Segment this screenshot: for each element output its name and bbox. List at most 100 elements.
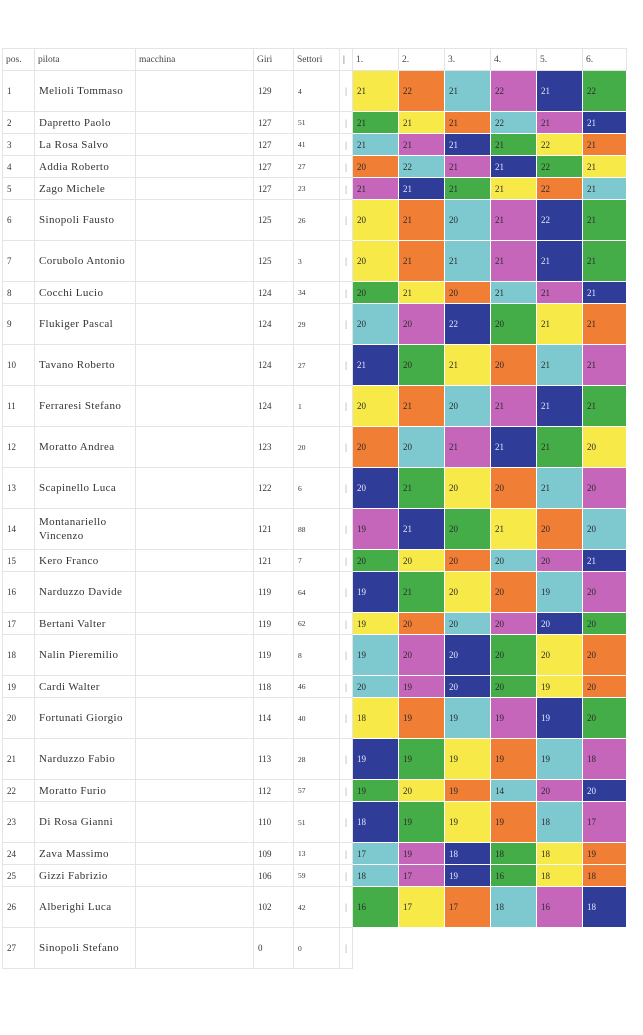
lap-value: 20 bbox=[449, 587, 458, 597]
lap-value: 20 bbox=[403, 650, 412, 660]
cell-pilota: Gizzi Fabrizio bbox=[34, 864, 136, 887]
lap-cell: 21 bbox=[490, 508, 537, 550]
lap-value: 21 bbox=[495, 256, 504, 266]
lap-cell: 18 bbox=[490, 886, 537, 928]
lap-value: 19 bbox=[449, 713, 458, 723]
cell-pos: 3 bbox=[2, 133, 35, 156]
lap-value: 21 bbox=[449, 139, 458, 150]
cell-settori: 29 bbox=[293, 303, 340, 345]
lap-value: 19 bbox=[449, 754, 458, 764]
lap-value: 22 bbox=[541, 215, 550, 225]
table-row: 24 Zava Massimo 109 13 | 17 19 18 18 18 19 bbox=[2, 842, 627, 865]
lap-cell: 20 bbox=[536, 508, 583, 550]
cell-separator: | bbox=[339, 177, 353, 200]
cell-macchina bbox=[135, 886, 254, 928]
lap-cell: 20 bbox=[582, 697, 627, 739]
lap-cell: 20 bbox=[582, 467, 627, 509]
cell-giri: 127 bbox=[253, 111, 294, 134]
table-row: 5 Zago Michele 127 23 | 21 21 21 21 22 21 bbox=[2, 177, 627, 200]
cell-pilota: Di Rosa Gianni bbox=[34, 801, 136, 843]
cell-settori: 41 bbox=[293, 133, 340, 156]
lap-cell: 22 bbox=[490, 111, 537, 134]
lap-cell: 20 bbox=[352, 155, 399, 178]
lap-value: 21 bbox=[449, 161, 458, 172]
lap-cell: 20 bbox=[536, 634, 583, 676]
lap-cell: 21 bbox=[536, 70, 583, 112]
lap-cell: 21 bbox=[444, 133, 491, 156]
cell-pos: 4 bbox=[2, 155, 35, 178]
lap-cell: 20 bbox=[582, 426, 627, 468]
lap-cell: 18 bbox=[444, 842, 491, 865]
lap-cell: 21 bbox=[398, 385, 445, 427]
cell-giri: 114 bbox=[253, 697, 294, 739]
lap-cell: 20 bbox=[352, 675, 399, 698]
cell-macchina bbox=[135, 426, 254, 468]
lap-value: 20 bbox=[495, 618, 504, 629]
lap-value: 21 bbox=[541, 287, 550, 298]
cell-macchina bbox=[135, 508, 254, 550]
cell-pos: 15 bbox=[2, 549, 35, 572]
cell-pos: 13 bbox=[2, 467, 35, 509]
table-row: 15 Kero Franco 121 7 | 20 20 20 20 20 21 bbox=[2, 549, 627, 572]
lap-value: 21 bbox=[449, 86, 458, 96]
cell-pos: 18 bbox=[2, 634, 35, 676]
cell-separator: | bbox=[339, 70, 353, 112]
lap-value: 20 bbox=[449, 650, 458, 660]
cell-settori: 88 bbox=[293, 508, 340, 550]
cell-separator: | bbox=[339, 675, 353, 698]
lap-value: 21 bbox=[541, 256, 550, 266]
cell-giri: 119 bbox=[253, 571, 294, 613]
cell-macchina bbox=[135, 697, 254, 739]
lap-value: 20 bbox=[357, 161, 366, 172]
cell-pilota: Bertani Valter bbox=[34, 612, 136, 635]
cell-separator: | bbox=[339, 779, 353, 802]
lap-value: 22 bbox=[541, 161, 550, 172]
cell-macchina bbox=[135, 549, 254, 572]
cell-pilota: Zago Michele bbox=[34, 177, 136, 200]
cell-pilota: Zava Massimo bbox=[34, 842, 136, 865]
lap-value: 16 bbox=[495, 870, 504, 881]
cell-separator: | bbox=[339, 738, 353, 780]
cell-pos: 23 bbox=[2, 801, 35, 843]
cell-giri: 121 bbox=[253, 549, 294, 572]
lap-value: 20 bbox=[587, 587, 596, 597]
cell-giri: 119 bbox=[253, 634, 294, 676]
lap-value: 17 bbox=[403, 902, 412, 912]
lap-cell: 21 bbox=[398, 111, 445, 134]
lap-value: 21 bbox=[449, 360, 458, 370]
lap-cell: 21 bbox=[444, 70, 491, 112]
lap-value: 22 bbox=[541, 139, 550, 150]
cell-giri: 109 bbox=[253, 842, 294, 865]
lap-cell: 20 bbox=[352, 426, 399, 468]
lap-cell: 21 bbox=[398, 133, 445, 156]
cell-macchina bbox=[135, 675, 254, 698]
lap-cell: 18 bbox=[490, 842, 537, 865]
cell-settori: 34 bbox=[293, 281, 340, 304]
cell-separator: | bbox=[339, 634, 353, 676]
table-row: 23 Di Rosa Gianni 110 51 | 18 19 19 19 18 17 bbox=[2, 801, 627, 843]
lap-value: 21 bbox=[495, 183, 504, 194]
cell-settori: 13 bbox=[293, 842, 340, 865]
lap-value: 20 bbox=[403, 360, 412, 370]
table-row: 4 Addia Roberto 127 27 | 20 22 21 21 22 21 bbox=[2, 155, 627, 178]
lap-cell-empty bbox=[536, 927, 583, 969]
lap-cell: 20 bbox=[582, 675, 627, 698]
lap-value: 20 bbox=[541, 618, 550, 629]
table-row: 14 Montanariello Vincenzo 121 88 | 19 21 20 21 20… bbox=[2, 508, 627, 550]
lap-cell: 20 bbox=[444, 385, 491, 427]
lap-value: 17 bbox=[449, 902, 458, 912]
lap-value: 20 bbox=[495, 650, 504, 660]
cell-pos: 24 bbox=[2, 842, 35, 865]
table-row: 16 Narduzzo Davide 119 64 | 19 21 20 20 19 20 bbox=[2, 571, 627, 613]
lap-cell: 21 bbox=[582, 240, 627, 282]
lap-value: 21 bbox=[541, 86, 550, 96]
cell-pilota: Montanariello Vincenzo bbox=[34, 508, 136, 550]
cell-pos: 6 bbox=[2, 199, 35, 241]
cell-pos: 19 bbox=[2, 675, 35, 698]
lap-cell-empty bbox=[398, 927, 445, 969]
cell-giri: 124 bbox=[253, 344, 294, 386]
cell-giri: 124 bbox=[253, 303, 294, 345]
cell-macchina bbox=[135, 155, 254, 178]
lap-cell: 21 bbox=[490, 281, 537, 304]
lap-cell: 21 bbox=[536, 240, 583, 282]
